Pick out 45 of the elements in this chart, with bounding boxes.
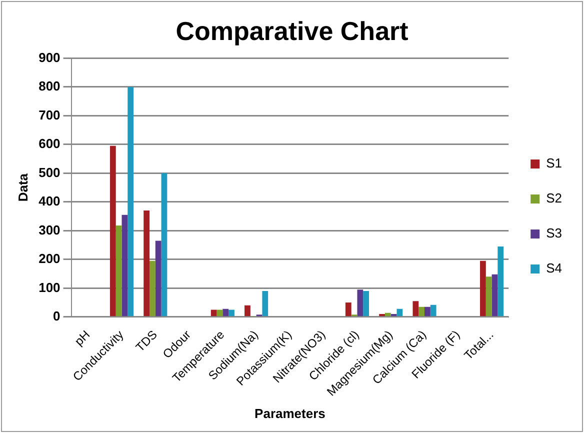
- bar: [486, 276, 492, 316]
- bar: [228, 310, 234, 316]
- bar: [424, 306, 430, 316]
- bar: [363, 291, 369, 316]
- x-axis-title: Parameters: [254, 406, 326, 421]
- bar: [357, 290, 364, 316]
- x-tick-label: TDS: [132, 328, 160, 354]
- legend-label: S3: [546, 226, 562, 241]
- bar: [480, 260, 486, 316]
- bar: [262, 291, 268, 316]
- y-tick-label: 900: [38, 50, 60, 65]
- bar: [396, 308, 403, 316]
- bar: [418, 306, 424, 316]
- bar: [116, 226, 122, 316]
- bar: [412, 301, 419, 316]
- y-tick-label: 200: [38, 251, 60, 266]
- bar: [144, 210, 150, 316]
- legend-label: S2: [546, 190, 562, 206]
- bar: [128, 86, 134, 316]
- y-tick-label: 100: [38, 280, 60, 295]
- y-tick-label: 0: [53, 308, 60, 324]
- y-axis-title: Data: [15, 172, 30, 202]
- y-tick-label: 400: [38, 194, 60, 209]
- y-tick-label: 800: [38, 78, 60, 94]
- bar: [150, 260, 156, 316]
- bar: [244, 305, 250, 316]
- legend-label: S4: [546, 260, 562, 276]
- bar: [210, 310, 217, 316]
- bar: [345, 302, 352, 316]
- legend-label: S1: [546, 156, 562, 171]
- bar: [110, 146, 116, 316]
- bar: [430, 304, 436, 316]
- y-tick-label: 600: [38, 136, 60, 152]
- chart-title: Comparative Chart: [176, 16, 409, 46]
- bar: [216, 310, 223, 316]
- y-tick-label: 700: [38, 107, 60, 122]
- bar: [155, 240, 162, 316]
- bar: [492, 274, 498, 316]
- bar: [498, 246, 504, 316]
- bar: [222, 308, 229, 316]
- bar: [384, 312, 391, 316]
- bar: [122, 214, 128, 316]
- bar: [161, 173, 168, 316]
- y-tick-label: 500: [38, 164, 60, 180]
- y-tick-label: 300: [38, 222, 60, 238]
